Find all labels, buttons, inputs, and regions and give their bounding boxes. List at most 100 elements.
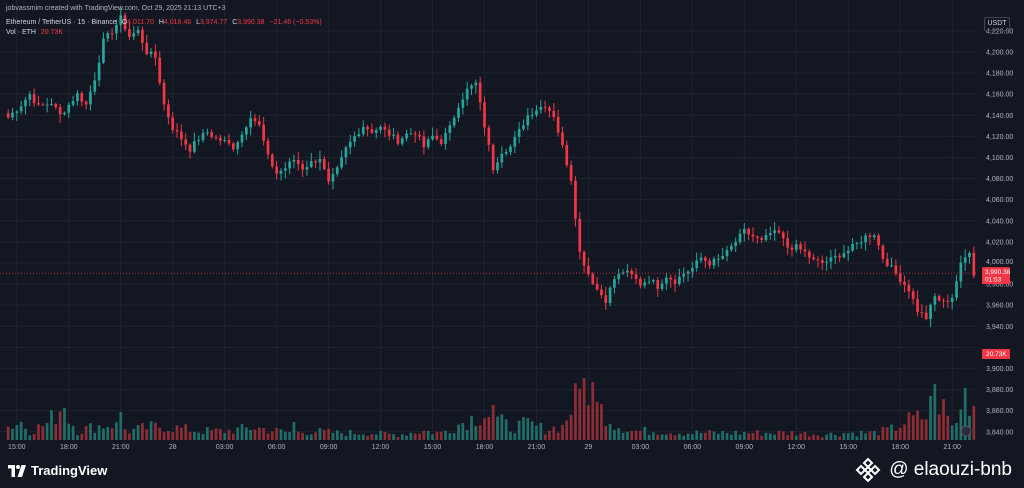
tradingview-logo-text: TradingView <box>31 463 108 478</box>
candle-body <box>232 143 235 150</box>
candle-body <box>487 127 491 145</box>
volume-bar <box>842 433 846 440</box>
candle-body <box>764 235 768 241</box>
candle-body <box>283 168 287 171</box>
volume-bar <box>929 395 932 440</box>
volume-bar <box>656 434 660 440</box>
price-tick-label: 3,960.00 <box>986 303 1013 310</box>
candle-body <box>175 130 179 132</box>
candle-body <box>244 127 248 135</box>
watermark-text: @ elaouzi-bnb <box>889 459 1012 480</box>
candle-body <box>292 159 296 162</box>
volume-bar <box>301 432 304 440</box>
volume-bar <box>539 422 543 440</box>
currency-button[interactable]: USDT <box>984 17 1010 31</box>
volume-bar <box>214 428 218 440</box>
volume-bar <box>911 415 915 440</box>
candle-body <box>37 103 40 105</box>
candle-body <box>24 99 27 107</box>
candle-body <box>335 167 339 175</box>
candle-body <box>920 312 924 314</box>
candle-body <box>366 126 369 130</box>
volume-bar <box>439 431 443 440</box>
candle-body <box>734 242 738 247</box>
volume-bar <box>327 428 330 440</box>
volume-bar <box>240 424 244 440</box>
candle-body <box>58 107 62 115</box>
volume-bar <box>634 430 638 440</box>
volume-bar <box>19 421 23 440</box>
candle-body <box>431 135 434 140</box>
candle-body <box>136 29 140 34</box>
volume-bar <box>500 414 504 440</box>
volume-bar <box>820 437 824 440</box>
candle-body <box>314 161 317 163</box>
volume-bar <box>41 426 45 440</box>
candle-body <box>535 110 538 115</box>
candle-body <box>80 93 84 102</box>
volume-bar <box>426 430 430 440</box>
candle-body <box>695 260 699 269</box>
candle-body <box>742 228 746 234</box>
volume-bar <box>699 433 703 440</box>
volume-bar <box>171 432 175 440</box>
candle-body <box>63 112 66 115</box>
ohlc-close: C3,990.38 <box>232 19 265 26</box>
volume-bar <box>963 388 967 440</box>
volume-bar <box>223 433 227 440</box>
candle-body <box>561 132 564 146</box>
candle-body <box>444 132 447 145</box>
candle-body <box>67 104 71 113</box>
volume-bar <box>734 430 738 440</box>
candle-body <box>331 174 335 182</box>
candle-body <box>530 114 534 116</box>
candle-body <box>833 255 837 258</box>
volume-bar <box>686 433 690 440</box>
volume-bar <box>162 432 166 440</box>
volume-bar <box>444 430 447 440</box>
candle-body <box>106 33 110 39</box>
candlestick-chart[interactable]: 3,840.00 3,860.00 3,880.00 3,900.00 3,940.00… <box>0 0 1024 455</box>
candle-body <box>474 82 478 86</box>
candle-body <box>794 244 798 250</box>
candle-body <box>768 233 772 236</box>
price-tick-label: 4,120.00 <box>986 134 1013 141</box>
candle-body <box>877 235 880 246</box>
time-tick-label: 21:00 <box>112 444 130 451</box>
candle-body <box>305 167 309 170</box>
price-tick-label: 3,860.00 <box>986 408 1013 415</box>
volume-bar <box>582 378 586 440</box>
volume-bar <box>275 428 278 440</box>
candle-body <box>219 137 222 141</box>
candle-body <box>149 51 153 55</box>
volume-bar <box>93 432 97 440</box>
scroll-realtime-icon[interactable] <box>960 425 972 437</box>
time-tick-label: 09:00 <box>320 444 338 451</box>
volume-bar <box>721 431 725 440</box>
candle-body <box>348 141 352 148</box>
ohlc-high: H4,018.46 <box>158 19 192 26</box>
candle-body <box>548 107 551 111</box>
volume-bar <box>561 424 564 440</box>
price-tick-label: 4,220.00 <box>986 28 1013 35</box>
volume-bar <box>868 431 872 440</box>
candle-body <box>357 134 361 137</box>
time-tick-label: 18:00 <box>476 444 494 451</box>
candle-body <box>370 129 374 133</box>
candle-body <box>565 145 569 166</box>
candle-body <box>894 265 898 274</box>
volume-bar <box>219 429 222 440</box>
volume-bar <box>682 435 686 440</box>
time-tick-label: 06:00 <box>268 444 286 451</box>
volume-bar <box>400 434 404 440</box>
candle-body <box>270 154 274 167</box>
volume-bar <box>556 432 560 440</box>
volume-bar <box>123 429 127 440</box>
candle-body <box>885 258 889 267</box>
candle-body <box>422 136 426 148</box>
volume-bar <box>58 411 62 440</box>
candle-body <box>569 165 573 181</box>
candle-body <box>907 284 911 292</box>
candle-body <box>223 140 227 142</box>
candle-body <box>465 88 469 100</box>
